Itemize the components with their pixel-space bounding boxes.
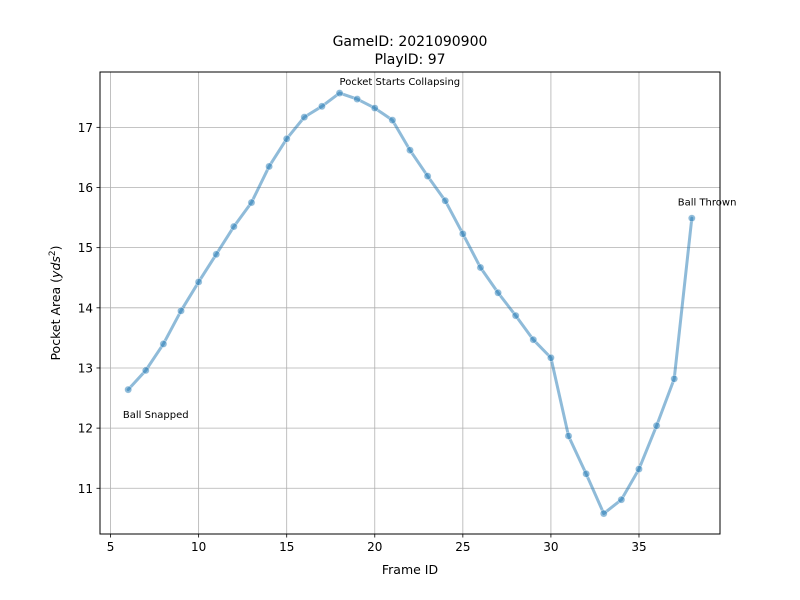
data-point [388,116,397,125]
data-point [687,214,696,223]
data-point [458,229,467,238]
y-tick-label: 17 [78,121,93,135]
x-tick-label: 10 [191,540,206,554]
data-point [494,288,502,297]
data-point [282,134,291,143]
x-tick-label: 25 [455,540,470,554]
x-tick-label: 30 [543,540,558,554]
data-point [229,222,238,231]
data-point [652,421,661,430]
data-point [212,250,221,259]
y-tick-label: 13 [78,361,93,375]
annotation-label: Ball Snapped [123,410,189,421]
data-point [406,146,414,155]
chart-title-line1: GameID: 2021090900 [333,34,488,50]
y-axis-label-unit: yds [48,256,63,279]
x-tick-label: 5 [107,540,115,554]
data-point [635,465,643,473]
data-point [670,374,679,383]
y-axis-label: Pocket Area (yds2) [48,245,63,360]
y-axis-label-main: Pocket Area ( [48,278,63,361]
data-point [564,432,573,440]
data-point [599,509,608,518]
data-point [335,89,344,97]
grid [100,72,720,534]
annotation-label: Ball Thrown [678,198,737,209]
series-line [126,91,694,516]
data-point [265,162,273,171]
x-axis-ticks: 5 10 15 20 25 30 35 [107,534,647,554]
data-point [370,104,379,112]
data-point [318,102,326,111]
y-axis-label-close: ) [48,245,63,250]
data-series [126,91,694,516]
data-point [159,340,168,348]
data-point [247,198,256,207]
annotations: Ball Snapped Pocket Starts Collapsing Ball… [123,77,737,421]
y-tick-label: 16 [78,181,93,195]
data-point [194,278,203,286]
data-point [547,353,555,362]
data-point [141,366,150,375]
x-tick-label: 15 [279,540,294,554]
chart-title-line2: PlayID: 97 [374,52,445,68]
y-axis-label-sup: 2 [48,250,58,256]
data-point [423,172,432,180]
y-tick-label: 11 [78,482,93,496]
data-points [124,89,696,518]
y-tick-label: 15 [78,241,93,255]
x-tick-label: 35 [631,540,646,554]
data-point [511,311,520,320]
y-axis-ticks: 11 12 13 14 15 16 17 [78,121,100,496]
y-tick-label: 12 [78,422,93,436]
data-point [300,113,309,122]
data-point [124,385,133,394]
data-point [441,196,450,205]
x-axis-label: Frame ID [382,562,438,577]
x-tick-label: 20 [367,540,382,554]
data-point [353,95,362,103]
data-point [529,335,538,344]
data-point [177,306,185,315]
data-point [476,263,485,272]
annotation-label: Pocket Starts Collapsing [340,77,461,88]
data-point [617,495,626,504]
plot-frame [99,71,721,535]
y-tick-label: 14 [78,301,93,315]
data-point [582,469,591,478]
